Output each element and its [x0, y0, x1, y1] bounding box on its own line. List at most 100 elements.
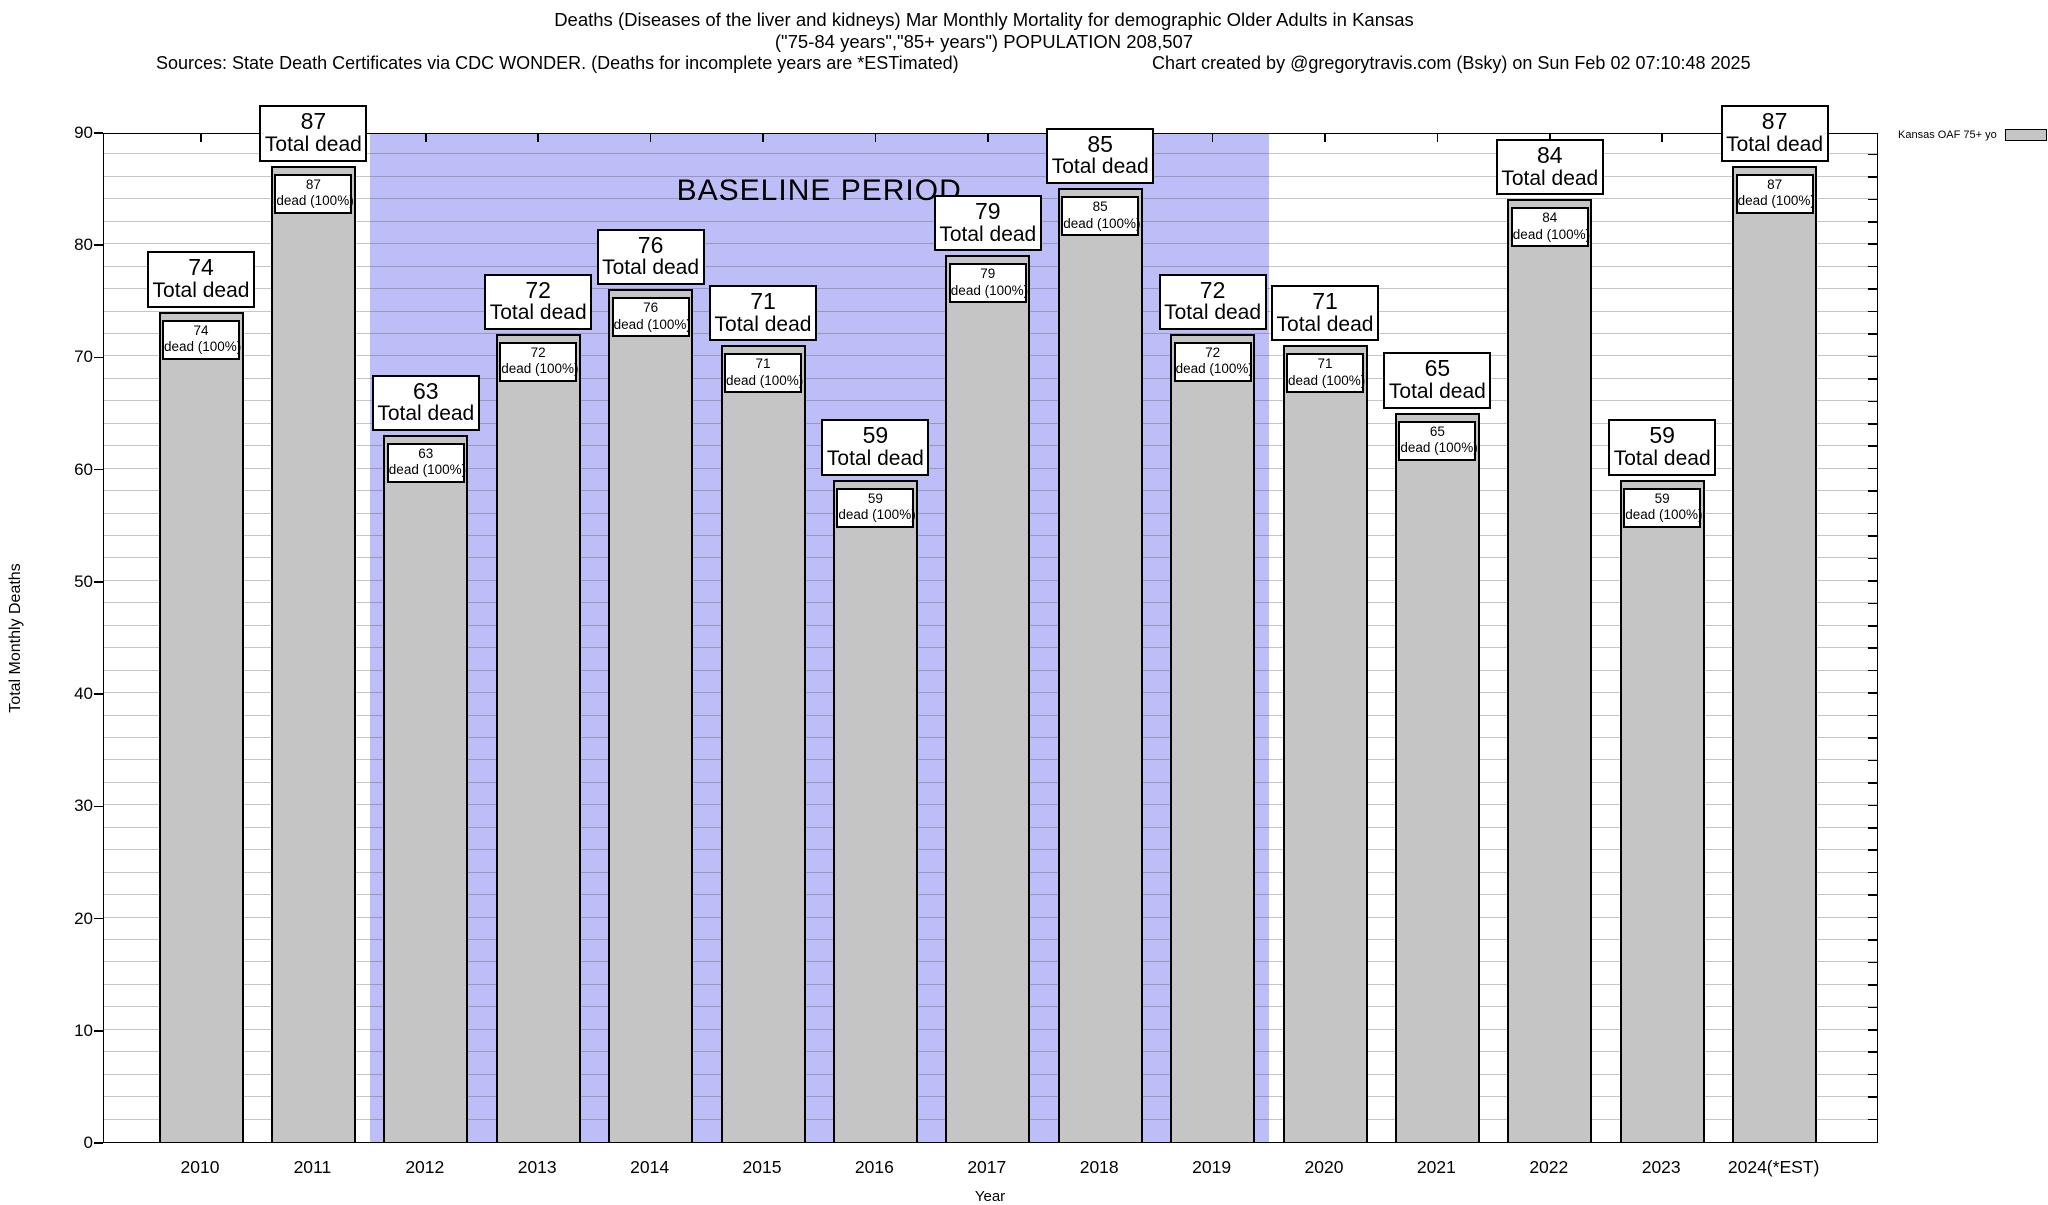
bar-inner-value: 87: [1767, 176, 1783, 192]
bar-2013: 72 Total dead 72 dead (100%): [484, 273, 593, 1142]
right-tick: [1868, 557, 1877, 560]
bar-total-text: Total dead: [1051, 155, 1149, 179]
bar-inner-label: 63 dead (100%): [386, 443, 466, 483]
right-tick: [1868, 1096, 1877, 1098]
bar-2011: 87 Total dead 87 dead (100%): [259, 105, 368, 1142]
bar-total-value: 76: [637, 231, 664, 258]
y-tick: [94, 468, 103, 471]
y-tick: [94, 244, 103, 246]
top-tick: [425, 134, 427, 142]
top-tick: [1211, 134, 1214, 142]
bar-total-value: 59: [862, 422, 889, 449]
bar-inner-value: 59: [867, 490, 883, 506]
bar-total-text: Total dead: [714, 312, 812, 336]
right-tick: [1868, 1118, 1877, 1121]
bar-total-text: Total dead: [826, 447, 924, 471]
x-tick-label: 2021: [1416, 1157, 1456, 1177]
bar-inner-text: dead (100%): [1063, 215, 1141, 231]
right-tick: [1868, 1029, 1877, 1031]
bar-inner-value: 71: [755, 356, 771, 372]
x-tick-label: 2015: [742, 1157, 782, 1177]
bar-inner-label: 85 dead (100%): [1061, 196, 1141, 237]
bar-total-label: 87 Total dead: [1720, 105, 1829, 162]
bar-inner-label: 65 dead (100%): [1398, 420, 1478, 461]
sources-note: Sources: State Death Certificates via CD…: [156, 53, 959, 73]
x-tick-label: 2018: [1079, 1157, 1119, 1177]
y-tick: [94, 1030, 103, 1032]
bar-inner-text: dead (100%): [1175, 361, 1253, 377]
gridline: [104, 153, 1877, 155]
right-tick: [1868, 714, 1877, 717]
right-tick: [1868, 400, 1877, 403]
x-tick-label: 2011: [293, 1157, 332, 1177]
bar-total-text: Total dead: [489, 301, 587, 325]
right-tick: [1868, 1051, 1877, 1053]
right-tick: [1868, 288, 1877, 290]
bar-inner-text: dead (100%): [726, 372, 804, 388]
right-tick: [1868, 378, 1877, 380]
bar-inner-label: 87 dead (100%): [1735, 173, 1815, 214]
bar-total-label: 72 Total dead: [1158, 273, 1267, 330]
y-tick-label: 20: [74, 908, 93, 928]
bar-inner-text: dead (100%): [950, 282, 1029, 298]
bar-inner-value: 74: [193, 322, 209, 338]
chart-title-line1: Deaths (Diseases of the liver and kidney…: [554, 9, 1414, 30]
right-tick: [1868, 1073, 1877, 1076]
right-tick: [1868, 939, 1877, 941]
bar-inner-label: 59 dead (100%): [836, 487, 916, 528]
bar-inner-value: 65: [1429, 423, 1445, 439]
right-tick: [1868, 198, 1877, 201]
bar-inner-value: 72: [1205, 345, 1221, 360]
bar-total-value: 79: [975, 197, 1001, 224]
bar-total-label: 71 Total dead: [1271, 284, 1379, 342]
gridline: [104, 175, 1877, 177]
bar-inner-value: 76: [643, 300, 659, 316]
bar-total-value: 71: [1312, 287, 1338, 314]
y-tick-label: 10: [74, 1020, 93, 1040]
bar-total-value: 74: [188, 254, 214, 281]
bar-2014: 76 Total dead 76 dead (100%): [596, 228, 705, 1142]
x-tick-label: 2016: [854, 1157, 894, 1177]
bar-total-value: 87: [300, 108, 327, 135]
x-axis-title: Year: [974, 1188, 1006, 1205]
bar-inner-text: dead (100%): [1512, 226, 1591, 242]
bar-inner-text: dead (100%): [164, 339, 242, 355]
top-tick: [1661, 134, 1663, 142]
x-tick-label: 2013: [517, 1157, 557, 1177]
bar-total-value: 85: [1087, 130, 1113, 157]
bar-inner-label: 72 dead (100%): [1173, 342, 1253, 382]
top-tick: [200, 134, 202, 142]
right-tick: [1868, 782, 1877, 784]
bar-total-label: 85 Total dead: [1046, 127, 1155, 185]
y-axis-title: Total Monthly Deaths: [7, 563, 24, 713]
bar-total-label: 63 Total dead: [371, 374, 480, 431]
bar-2016: 59 Total dead 59 dead (100%): [821, 419, 930, 1142]
right-tick: [1868, 512, 1877, 515]
bar-total-value: 72: [525, 276, 551, 303]
right-tick: [1868, 737, 1877, 739]
bar-inner-label: 59 dead (100%): [1623, 487, 1703, 528]
y-tick-label: 30: [74, 796, 93, 816]
bar-total-text: Total dead: [152, 278, 250, 302]
right-tick: [1868, 445, 1877, 447]
bar-total-value: 65: [1424, 355, 1451, 382]
plot-area: BASELINE PERIOD 74 Total dead 74 dead (100%…: [103, 105, 1878, 1143]
legend-swatch-icon: [2004, 129, 2047, 141]
y-tick-label: 90: [74, 123, 93, 142]
y-tick: [94, 917, 103, 920]
bar-total-label: 59 Total dead: [821, 419, 930, 476]
bar-inner-text: dead (100%): [613, 316, 691, 332]
bar-inner-value: 87: [305, 176, 321, 192]
y-tick: [94, 356, 103, 359]
bar-total-text: Total dead: [1501, 166, 1599, 190]
legend-label: Kansas OAF 75+ yo: [1898, 129, 1997, 141]
x-tick-label: 2014: [630, 1157, 670, 1177]
x-tick-label: 2019: [1192, 1157, 1232, 1177]
bar-inner-text: dead (100%): [1400, 440, 1478, 456]
top-tick: [1436, 134, 1439, 142]
top-tick: [762, 134, 764, 142]
right-tick: [1868, 176, 1877, 178]
bar-total-value: 84: [1537, 141, 1563, 168]
bar-total-value: 71: [750, 287, 776, 314]
